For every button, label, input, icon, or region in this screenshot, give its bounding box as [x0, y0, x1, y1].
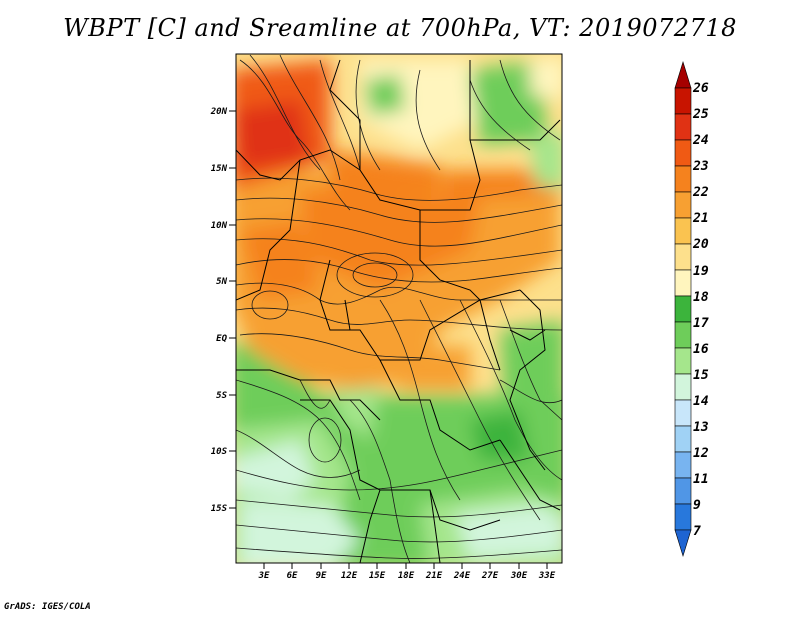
lon-tick: 33E [538, 563, 556, 581]
wbpt-shading [236, 54, 562, 563]
colorbar-label: 23 [692, 159, 709, 174]
lat-tick: 10N [211, 221, 236, 231]
colorbar-label: 25 [692, 107, 709, 122]
colorbar-swatch [674, 399, 692, 427]
lat-tick: EQ [216, 334, 236, 344]
lat-label-5n: 5N [216, 277, 227, 287]
lat-tick: 5N [216, 277, 236, 287]
lon-label-12e: 12E [341, 571, 358, 581]
lat-label-20n: 20N [210, 107, 228, 117]
colorbar-label: 19 [693, 264, 709, 279]
lat-label-10n: 10N [211, 221, 228, 231]
lon-tick: 9E [316, 563, 327, 581]
colorbar-swatch [674, 477, 692, 505]
lat-tick: 15S [211, 504, 236, 514]
lat-label-15s: 15S [211, 504, 228, 514]
lon-label-24e: 24E [453, 571, 471, 581]
colorbar-swatch [674, 295, 692, 323]
lon-tick: 6E [287, 563, 298, 581]
colorbar-swatches [674, 60, 692, 558]
lon-tick: 21E [425, 563, 443, 581]
lon-label-6e: 6E [287, 571, 298, 581]
lon-tick: 18E [398, 563, 415, 581]
lon-tick: 12E [341, 563, 358, 581]
colorbar-swatch [674, 165, 692, 193]
colorbar-labels: 26 25 24 23 22 21 20 19 18 17 16 15 14 1… [692, 81, 709, 539]
lon-label-15e: 15E [369, 571, 386, 581]
lon-tick: 24E [453, 563, 471, 581]
colorbar-label: 26 [692, 81, 709, 96]
lat-label-5s: 5S [216, 391, 227, 401]
chart-title: WBPT [C] and Sreamline at 700hPa, VT: 20… [63, 14, 737, 42]
lon-tick: 15E [369, 563, 386, 581]
colorbar: 26 25 24 23 22 21 20 19 18 17 16 15 14 1… [674, 60, 709, 558]
colorbar-label: 12 [693, 446, 709, 461]
grads-credit: GrADS: IGES/COLA [4, 602, 91, 612]
lon-label-27e: 27E [481, 571, 499, 581]
lon-tick: 3E [258, 563, 270, 581]
lat-tick: 20N [210, 107, 236, 117]
lat-label-15n: 15N [211, 164, 228, 174]
colorbar-label: 17 [693, 316, 709, 331]
lon-label-30e: 30E [510, 571, 528, 581]
colorbar-label: 18 [693, 290, 709, 305]
colorbar-swatch [674, 243, 692, 271]
lon-label-9e: 9E [316, 571, 327, 581]
lat-label-eq: EQ [216, 334, 227, 344]
lon-label-3e: 3E [258, 571, 270, 581]
colorbar-swatch [674, 321, 692, 349]
lon-tick: 30E [510, 563, 528, 581]
lon-label-21e: 21E [425, 571, 443, 581]
colorbar-top-arrow [674, 60, 692, 89]
colorbar-swatch [674, 87, 692, 115]
lon-label-18e: 18E [398, 571, 415, 581]
colorbar-swatch [674, 269, 692, 297]
colorbar-swatch [674, 113, 692, 141]
lon-tick: 27E [481, 563, 499, 581]
lat-tick: 10S [211, 447, 236, 457]
colorbar-label: 24 [692, 133, 709, 148]
colorbar-swatch [674, 191, 692, 219]
colorbar-swatch [674, 373, 692, 401]
colorbar-label: 21 [692, 211, 709, 226]
colorbar-swatch [674, 139, 692, 167]
colorbar-label: 16 [693, 342, 709, 357]
longitude-axis: 3E 6E 9E 12E 15E 18E 21E 24E 27E 30E 33E [258, 563, 556, 581]
colorbar-swatch [674, 425, 692, 453]
colorbar-swatch [674, 347, 692, 375]
colorbar-label: 14 [693, 394, 709, 409]
colorbar-swatch [674, 217, 692, 245]
lat-label-10s: 10S [211, 447, 228, 457]
latitude-axis: 20N 15N 10N 5N EQ 5S 10S 15S [210, 107, 236, 514]
colorbar-label: 7 [693, 524, 701, 539]
country-borders [236, 59, 561, 563]
colorbar-label: 9 [693, 498, 701, 513]
streamlines [236, 54, 562, 563]
lat-tick: 5S [216, 391, 236, 401]
colorbar-bottom-arrow [674, 529, 692, 558]
lat-tick: 15N [211, 164, 236, 174]
colorbar-swatch [674, 503, 692, 531]
colorbar-swatch [674, 451, 692, 479]
lon-label-33e: 33E [538, 571, 556, 581]
colorbar-label: 13 [693, 420, 709, 435]
colorbar-label: 20 [692, 237, 709, 252]
colorbar-label: 15 [693, 368, 709, 383]
map-frame [235, 53, 563, 564]
colorbar-label: 11 [693, 472, 709, 487]
colorbar-label: 22 [692, 185, 709, 200]
